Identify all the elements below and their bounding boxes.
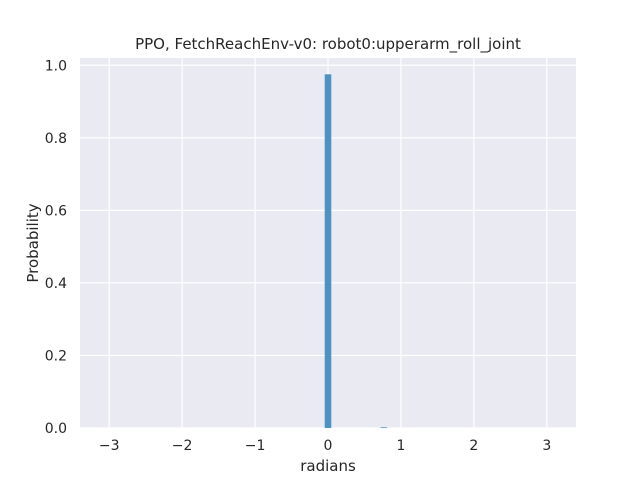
y-tick-label: 0.4: [45, 276, 67, 292]
x-tick-label: 2: [469, 438, 478, 454]
x-tick-label: −2: [172, 438, 193, 454]
x-tick-label: −3: [99, 438, 120, 454]
y-tick-label: 0.8: [45, 131, 67, 147]
y-axis-label: Probability: [24, 203, 42, 282]
y-tick-label: 0.0: [45, 421, 67, 437]
x-tick-label: 3: [542, 438, 551, 454]
x-axis-label: radians: [300, 457, 356, 475]
x-tick-label: 0: [324, 438, 333, 454]
x-tick-labels: −3 −2 −1 0 1 2 3: [99, 438, 551, 454]
x-tick-label: 1: [396, 438, 405, 454]
y-tick-labels: 0.0 0.2 0.4 0.6 0.8 1.0: [45, 58, 67, 437]
y-tick-label: 1.0: [45, 58, 67, 74]
histogram-bar: [380, 427, 388, 428]
chart-title: PPO, FetchReachEnv-v0: robot0:upperarm_r…: [135, 35, 521, 54]
y-tick-label: 0.6: [45, 203, 67, 219]
histogram-bar: [324, 74, 332, 428]
bars: [324, 74, 388, 428]
y-tick-label: 0.2: [45, 348, 67, 364]
x-tick-label: −1: [245, 438, 266, 454]
